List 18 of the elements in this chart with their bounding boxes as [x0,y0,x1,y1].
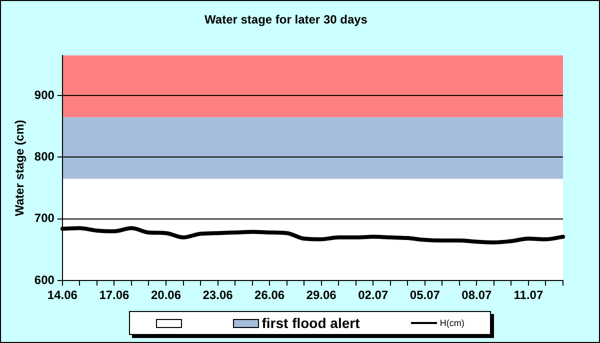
x-tick-label: 11.07 [514,288,544,302]
x-tick-label: 02.07 [358,288,388,302]
y-tick-label: 800 [34,150,55,164]
legend-label: first flood alert [262,315,360,331]
x-tick-label: 08.07 [462,288,492,302]
chart-title: Water stage for later 30 days [204,12,368,27]
x-tick-label: 23.06 [202,288,234,302]
y-tick-label: 700 [34,211,55,226]
legend-label: H(cm) [440,318,464,328]
y-tick-label: 600 [34,272,55,287]
x-tick-label: 26.06 [254,288,285,302]
x-tick-label: 17.06 [99,288,130,302]
y-axis-title: Water stage (cm) [12,120,27,216]
x-tick-label: 20.06 [150,288,182,302]
x-tick-label: 29.06 [306,288,337,302]
y-tick-label: 900 [34,88,55,102]
x-tick-label: 05.07 [410,288,440,302]
x-tick-label: 14.06 [47,288,78,302]
